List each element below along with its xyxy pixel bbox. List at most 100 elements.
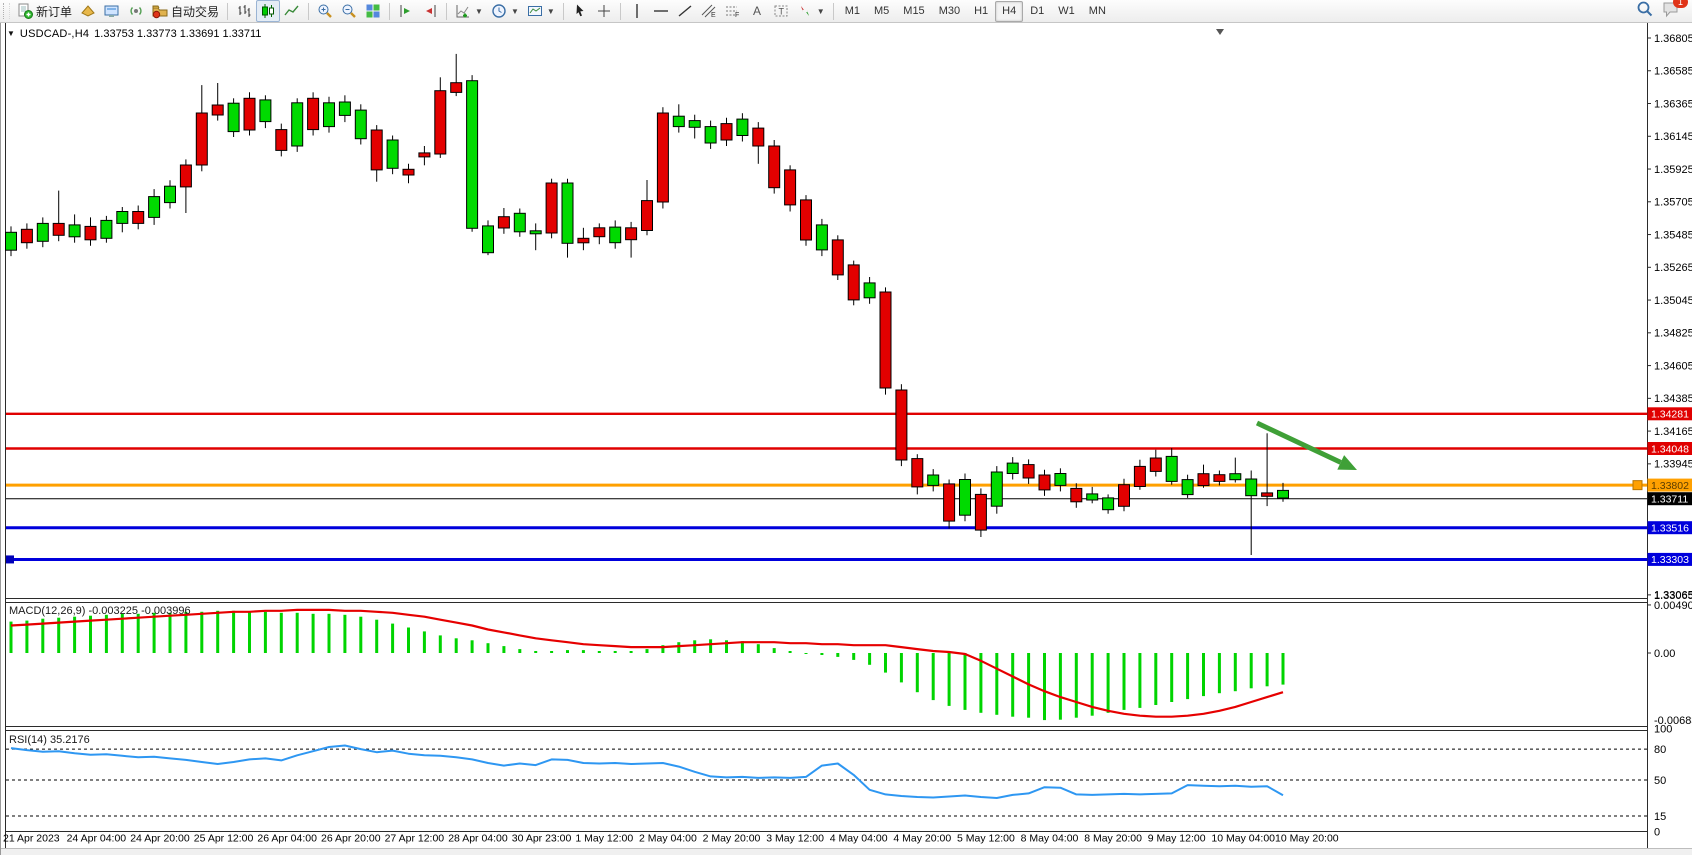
zoom-out-button[interactable] bbox=[337, 0, 361, 22]
periods-button[interactable]: ▼ bbox=[487, 0, 523, 22]
timeframe-button-mn[interactable]: MN bbox=[1088, 4, 1106, 17]
horizontal-line-tool-button[interactable] bbox=[649, 0, 673, 22]
indicators-button[interactable]: ▼ bbox=[451, 0, 487, 22]
auto-trading-button[interactable]: 自动交易 bbox=[148, 0, 223, 22]
line-marker-right[interactable] bbox=[1632, 480, 1643, 491]
svg-text:8 May 20:00: 8 May 20:00 bbox=[1084, 833, 1142, 845]
macd-axis: 0.004901 0.00 -0.006838 bbox=[1647, 600, 1692, 727]
new-order-button[interactable]: 新订单 bbox=[13, 0, 76, 22]
timeframe-button-h4[interactable]: H4 bbox=[995, 0, 1024, 22]
time-axis: 21 Apr 2023 24 Apr 04:00 24 Apr 20:00 25 Ap… bbox=[3, 833, 1339, 845]
candlestick-chart-icon bbox=[260, 3, 276, 19]
chevron-down-icon: ▼ bbox=[475, 6, 483, 16]
svg-text:27 Apr 12:00: 27 Apr 12:00 bbox=[385, 833, 445, 845]
label-icon: T bbox=[773, 3, 789, 19]
svg-text:1.33516: 1.33516 bbox=[1651, 523, 1689, 535]
svg-text:30 Apr 23:00: 30 Apr 23:00 bbox=[512, 833, 572, 845]
channel-tool-button[interactable]: E bbox=[697, 0, 721, 22]
arrows-tool-button[interactable]: ▼ bbox=[793, 0, 829, 22]
chart-title-row: ▼ USDCAD-,H4 1.33753 1.33773 1.33691 1.3… bbox=[7, 26, 261, 41]
macd-signal-line bbox=[10, 608, 1284, 718]
macd-label: MACD(12,26,9) -0.003225 -0.003996 bbox=[9, 605, 191, 617]
svg-text:F: F bbox=[735, 12, 739, 19]
toolbar-separator bbox=[446, 2, 448, 20]
svg-text:1.35265: 1.35265 bbox=[1654, 262, 1692, 274]
timeframe-button-m5[interactable]: M5 bbox=[874, 4, 890, 17]
toolbar-separator bbox=[832, 2, 834, 20]
svg-text:25 Apr 12:00: 25 Apr 12:00 bbox=[194, 833, 254, 845]
step-forward-icon bbox=[398, 3, 414, 19]
svg-text:1.36365: 1.36365 bbox=[1654, 98, 1692, 110]
vertical-line-tool-button[interactable] bbox=[625, 0, 649, 22]
new-order-icon bbox=[17, 3, 33, 19]
svg-text:0: 0 bbox=[1654, 827, 1660, 839]
svg-text:4 May 20:00: 4 May 20:00 bbox=[893, 833, 951, 845]
timeframe-button-w1[interactable]: W1 bbox=[1058, 4, 1075, 17]
market-watch-button[interactable] bbox=[76, 0, 100, 22]
text-tool-button[interactable]: A bbox=[745, 0, 769, 22]
toolbar-separator bbox=[619, 2, 621, 20]
signals-button[interactable] bbox=[124, 0, 148, 22]
svg-text:1.35925: 1.35925 bbox=[1654, 164, 1692, 176]
svg-text:26 Apr 20:00: 26 Apr 20:00 bbox=[321, 833, 381, 845]
step-back-icon bbox=[422, 3, 438, 19]
search-icon[interactable] bbox=[1636, 0, 1654, 23]
zoom-in-icon bbox=[317, 3, 333, 19]
svg-text:26 Apr 04:00: 26 Apr 04:00 bbox=[257, 833, 317, 845]
svg-text:9 May 12:00: 9 May 12:00 bbox=[1148, 833, 1206, 845]
ohlc-high: 1.33773 bbox=[136, 27, 177, 40]
line-chart-mode-button[interactable] bbox=[280, 0, 304, 22]
svg-text:E: E bbox=[711, 12, 716, 19]
timeframe-button-d1[interactable]: D1 bbox=[1030, 4, 1045, 17]
ohlc-low: 1.33691 bbox=[179, 27, 220, 40]
tile-windows-button[interactable] bbox=[361, 0, 385, 22]
fibonacci-tool-button[interactable]: F bbox=[721, 0, 745, 22]
svg-text:100: 100 bbox=[1654, 724, 1672, 736]
svg-text:4 May 04:00: 4 May 04:00 bbox=[830, 833, 888, 845]
svg-text:1.34825: 1.34825 bbox=[1654, 328, 1692, 340]
annotation-arrow[interactable] bbox=[1255, 420, 1357, 470]
toolbar-separator bbox=[389, 2, 391, 20]
toolbar-separator bbox=[562, 2, 564, 20]
templates-button[interactable]: ▼ bbox=[523, 0, 559, 22]
step-forward-button[interactable] bbox=[394, 0, 418, 22]
trendline-tool-button[interactable] bbox=[673, 0, 697, 22]
svg-text:8 May 04:00: 8 May 04:00 bbox=[1021, 833, 1079, 845]
zoom-out-icon bbox=[341, 3, 357, 19]
svg-text:1.33711: 1.33711 bbox=[1651, 494, 1688, 506]
line-marker-left[interactable] bbox=[6, 555, 14, 564]
timeframe-button-h1[interactable]: H1 bbox=[974, 4, 989, 17]
vertical-line-icon bbox=[629, 3, 645, 19]
notifications-button[interactable]: 1 bbox=[1662, 0, 1688, 23]
timeframe-button-m30[interactable]: M30 bbox=[938, 4, 961, 17]
svg-text:A: A bbox=[753, 4, 761, 18]
chevron-down-icon: ▼ bbox=[816, 6, 825, 16]
candlestick-mode-button[interactable] bbox=[256, 0, 281, 22]
macd-pane[interactable]: MACD(12,26,9) -0.003225 -0.003996 0.0049… bbox=[9, 600, 1692, 727]
chart-shift-marker[interactable] bbox=[1216, 29, 1224, 35]
crosshair-tool-button[interactable] bbox=[592, 0, 616, 22]
timeframe-button-m15[interactable]: M15 bbox=[903, 4, 925, 17]
chart-dropdown-icon[interactable]: ▼ bbox=[7, 29, 15, 38]
label-tool-button[interactable]: T bbox=[769, 0, 793, 22]
svg-text:1.35045: 1.35045 bbox=[1654, 295, 1692, 307]
trendline-icon bbox=[677, 3, 693, 19]
chart-window: ▼ USDCAD-,H4 1.33753 1.33773 1.33691 1.3… bbox=[0, 23, 1692, 855]
step-back-button[interactable] bbox=[418, 0, 442, 22]
navigator-button[interactable] bbox=[100, 0, 124, 22]
bar-chart-mode-button[interactable] bbox=[232, 0, 256, 22]
svg-text:28 Apr 04:00: 28 Apr 04:00 bbox=[448, 833, 508, 845]
rsi-pane[interactable]: 100 80 50 15 0 RSI(14) 35.2176 bbox=[6, 724, 1672, 839]
price-axis: 1.36805 1.36585 1.36365 1.36145 1.35925 1.357… bbox=[1647, 33, 1692, 602]
cursor-tool-button[interactable] bbox=[568, 0, 592, 22]
horizontal-level-lines[interactable] bbox=[6, 412, 1647, 561]
chart-canvas[interactable]: 1.36805 1.36585 1.36365 1.36145 1.35925 1.357… bbox=[1, 23, 1692, 855]
svg-text:10 May 04:00: 10 May 04:00 bbox=[1211, 833, 1275, 845]
candlesticks[interactable] bbox=[5, 53, 1289, 555]
timeframe-button-m1[interactable]: M1 bbox=[844, 4, 860, 17]
zoom-in-button[interactable] bbox=[313, 0, 337, 22]
main-toolbar: 新订单 自动交易 bbox=[0, 0, 1692, 23]
main-bottom-tick: 1.33065 bbox=[1654, 590, 1692, 602]
svg-text:21 Apr 2023: 21 Apr 2023 bbox=[3, 833, 60, 845]
svg-text:1 May 12:00: 1 May 12:00 bbox=[575, 833, 633, 845]
